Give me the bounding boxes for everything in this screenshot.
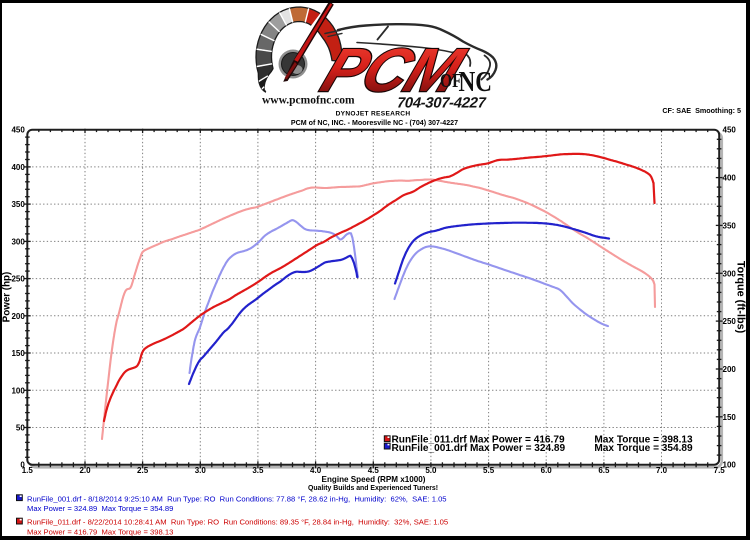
svg-text:250: 250 [11, 275, 25, 284]
svg-text:www.pcmofnc.com: www.pcmofnc.com [262, 95, 355, 107]
svg-text:RunFile_001.drf - 8/18/2014 9:: RunFile_001.drf - 8/18/2014 9:25:10 AM R… [27, 494, 447, 503]
svg-text:704-307-4227: 704-307-4227 [395, 95, 487, 112]
svg-text:250: 250 [723, 317, 737, 326]
svg-text:7.0: 7.0 [656, 466, 668, 475]
svg-text:300: 300 [723, 269, 737, 278]
svg-text:2.5: 2.5 [137, 466, 149, 475]
svg-text:7.5: 7.5 [714, 466, 726, 475]
svg-text:400: 400 [723, 174, 737, 183]
svg-text:100: 100 [723, 461, 737, 470]
svg-text:4.5: 4.5 [368, 466, 380, 475]
svg-text:PCM of NC, INC. - Mooresville: PCM of NC, INC. - Mooresville NC - (704)… [291, 119, 458, 127]
svg-text:300: 300 [11, 237, 25, 246]
svg-text:350: 350 [723, 221, 737, 230]
svg-text:RunFile_001.drf Max Power = 32: RunFile_001.drf Max Power = 324.89 [392, 443, 566, 454]
svg-text:Max Torque = 398.13: Max Torque = 398.13 [594, 435, 693, 446]
svg-text:OF: OF [440, 69, 462, 91]
svg-text:RunFile_011.drf Max Power = 41: RunFile_011.drf Max Power = 416.79 [392, 435, 565, 446]
svg-text:6.0: 6.0 [541, 466, 553, 475]
svg-text:200: 200 [723, 365, 737, 374]
svg-text:Max Power = 324.89 Max Torque: Max Power = 324.89 Max Torque = 354.89 [27, 504, 173, 513]
svg-text:450: 450 [11, 126, 25, 135]
svg-text:Quality Builds and Experienced: Quality Builds and Experienced Tuners! [308, 485, 438, 492]
svg-text:0: 0 [20, 461, 25, 470]
svg-text:3.0: 3.0 [195, 466, 207, 475]
svg-text:Max Power = 416.79 Max Torque: Max Power = 416.79 Max Torque = 398.13 [27, 527, 173, 536]
svg-text:2.0: 2.0 [79, 466, 91, 475]
svg-text:CF: SAE Smoothing: 5: CF: SAE Smoothing: 5 [662, 106, 741, 115]
svg-text:Engine Speed (RPM x1000): Engine Speed (RPM x1000) [322, 475, 426, 484]
svg-text:50: 50 [16, 424, 25, 433]
svg-text:RunFile_011.drf - 8/22/2014 10: RunFile_011.drf - 8/22/2014 10:28:41 AM … [27, 518, 448, 527]
svg-text:450: 450 [723, 126, 737, 135]
svg-text:4.0: 4.0 [310, 466, 322, 475]
svg-text:Max Torque = 354.89: Max Torque = 354.89 [594, 443, 693, 454]
svg-text:DYNOJET RESEARCH: DYNOJET RESEARCH [336, 111, 411, 118]
svg-text:150: 150 [723, 413, 737, 422]
svg-text:5.5: 5.5 [483, 466, 495, 475]
svg-text:350: 350 [11, 200, 25, 209]
svg-text:3.5: 3.5 [252, 466, 264, 475]
svg-text:150: 150 [11, 349, 25, 358]
svg-text:1.5: 1.5 [22, 466, 34, 475]
svg-text:Torque (ft-lbs): Torque (ft-lbs) [735, 261, 747, 334]
svg-text:400: 400 [11, 163, 25, 172]
svg-text:Power (hp): Power (hp) [2, 272, 13, 323]
svg-text:6.5: 6.5 [598, 466, 610, 475]
svg-text:200: 200 [11, 312, 25, 321]
svg-text:5.0: 5.0 [425, 466, 437, 475]
svg-text:100: 100 [11, 386, 25, 395]
svg-text:PCM: PCM [313, 37, 474, 105]
svg-text:NC: NC [459, 66, 493, 98]
